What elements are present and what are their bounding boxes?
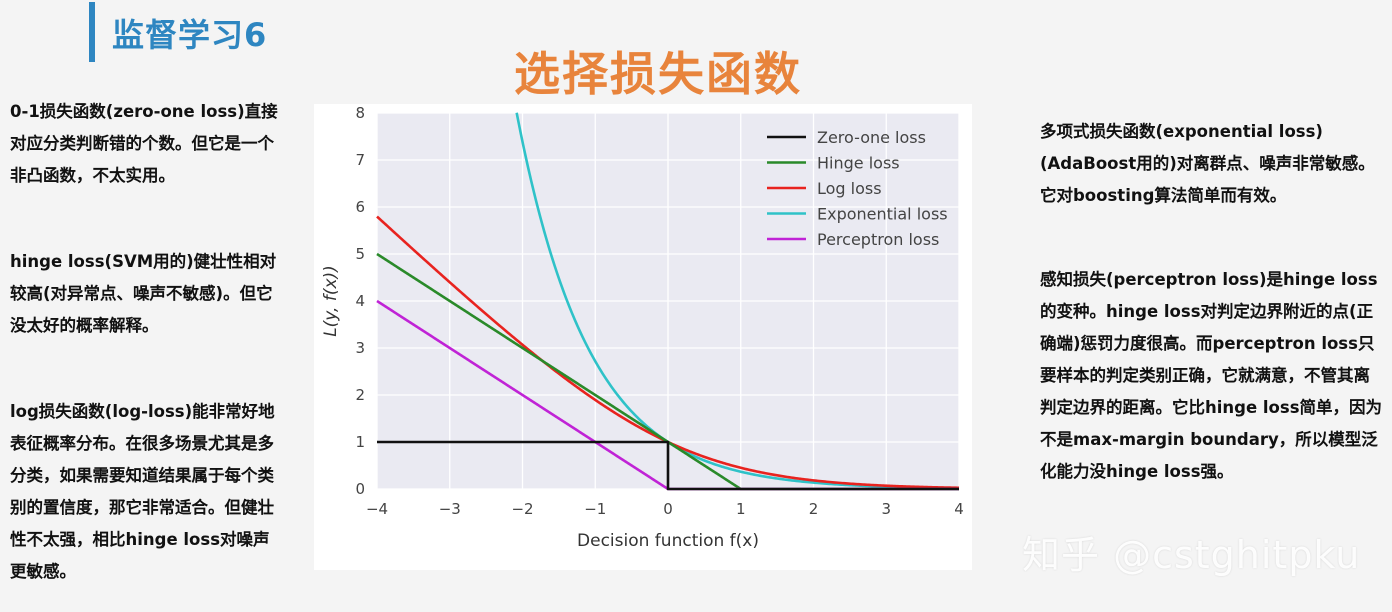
page-title: 监督学习6: [112, 16, 268, 54]
series-line-zero-one: [377, 440, 959, 491]
y-tick-label: 4: [355, 292, 365, 310]
chart-legend: Zero-one loss Hinge loss Log loss Exponenti…: [767, 128, 948, 249]
legend-label: Perceptron loss: [817, 230, 939, 249]
y-tick-label: 2: [355, 386, 365, 404]
exponential-loss-description: 多项式损失函数(exponential loss)(AdaBoost用的)对离群…: [1040, 122, 1375, 205]
y-tick-label: 8: [355, 104, 365, 122]
y-tick-label: 3: [355, 339, 365, 357]
left-text-column: 0-1损失函数(zero-one loss)直接对应分类判断错的个数。但它是一个…: [10, 96, 278, 588]
x-tick-label: 0: [663, 500, 673, 518]
legend-label: Zero-one loss: [817, 128, 926, 147]
x-axis-label-text: Decision function f(x): [577, 531, 759, 551]
zhihu-watermark: 知乎 @cstghitpku: [1022, 533, 1361, 577]
hinge-loss-description: hinge loss(SVM用的)健壮性相对较高(对异常点、噪声不敏感)。但它没…: [10, 252, 277, 335]
y-tick-labels: 0 1 2 3 4 5 6 7 8: [355, 104, 365, 498]
y-tick-label: 7: [355, 151, 365, 169]
x-tick-label: −2: [511, 500, 533, 518]
x-tick-label: −4: [366, 500, 388, 518]
y-tick-label: 0: [355, 480, 365, 498]
series-lines: [376, 112, 960, 491]
slide-title: 选择损失函数: [514, 47, 802, 101]
title-accent-bar: [89, 2, 95, 62]
y-axis-label-text: L(y, f(x)): [321, 265, 341, 337]
y-tick-label: 5: [355, 245, 365, 263]
legend-label: Exponential loss: [817, 205, 948, 224]
x-tick-label: 2: [809, 500, 819, 518]
x-tick-label: 3: [881, 500, 891, 518]
y-tick-label: 6: [355, 198, 365, 216]
chart-svg: 0 1 2 3 4 5 6 7 8 −4 −3 −2 −1 0 1 2 3 4 Zero-one loss Hin…: [321, 104, 964, 551]
y-tick-label: 1: [355, 433, 365, 451]
x-tick-labels: −4 −3 −2 −1 0 1 2 3 4: [366, 500, 964, 518]
y-axis-label: L(y, f(x)): [321, 265, 341, 337]
x-tick-label: 1: [736, 500, 746, 518]
x-tick-label: −1: [584, 500, 606, 518]
legend-label: Hinge loss: [817, 154, 900, 173]
legend-label: Log loss: [817, 179, 882, 198]
perceptron-loss-description: 感知损失(perceptron loss)是hinge loss的变种。hing…: [1040, 270, 1383, 481]
x-tick-label: 4: [954, 500, 964, 518]
x-tick-label: −3: [439, 500, 461, 518]
x-axis-label: Decision function f(x): [577, 531, 759, 551]
log-loss-description: log损失函数(log-loss)能非常好地表征概率分布。在很多场景尤其是多分类…: [10, 402, 275, 581]
zero-one-loss-description: 0-1损失函数(zero-one loss)直接对应分类判断错的个数。但它是一个…: [10, 102, 278, 185]
right-text-column: 多项式损失函数(exponential loss)(AdaBoost用的)对离群…: [1040, 116, 1385, 488]
loss-function-chart: 0 1 2 3 4 5 6 7 8 −4 −3 −2 −1 0 1 2 3 4 Zero-one loss Hin…: [314, 104, 972, 570]
